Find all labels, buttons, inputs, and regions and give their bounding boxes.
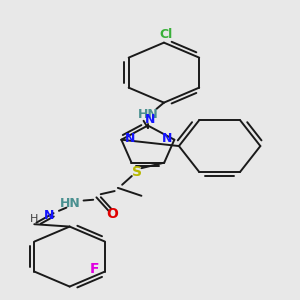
Text: N: N	[44, 209, 55, 222]
Text: S: S	[132, 165, 142, 179]
Text: N: N	[145, 113, 155, 126]
Text: O: O	[106, 207, 119, 221]
Text: H: H	[30, 214, 38, 224]
Text: HN: HN	[137, 108, 158, 121]
Text: N: N	[162, 132, 172, 145]
Text: N: N	[125, 132, 135, 145]
Text: F: F	[89, 262, 99, 276]
Text: HN: HN	[60, 197, 81, 210]
Text: Cl: Cl	[159, 28, 173, 41]
